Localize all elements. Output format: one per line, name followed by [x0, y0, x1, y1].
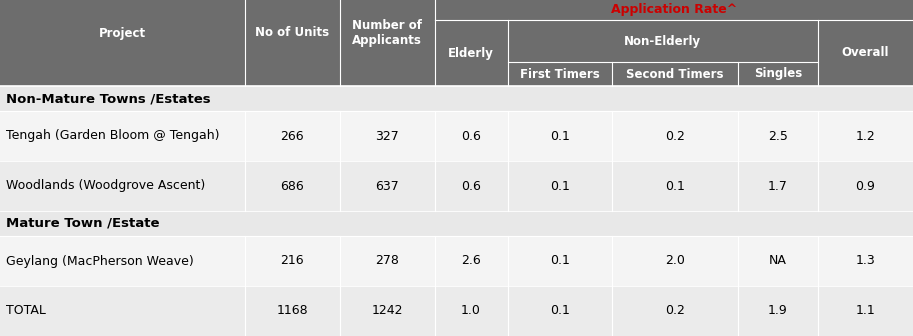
Bar: [0, 161, 913, 211]
Text: First Timers: First Timers: [519, 68, 600, 81]
Text: Overall: Overall: [842, 46, 889, 59]
Text: Project: Project: [99, 27, 146, 40]
Text: TOTAL: TOTAL: [6, 304, 46, 318]
Text: 1.1: 1.1: [855, 304, 876, 318]
Text: 686: 686: [280, 179, 304, 193]
Text: 1.2: 1.2: [855, 129, 876, 142]
Text: 2.6: 2.6: [461, 254, 481, 267]
Text: Non-Elderly: Non-Elderly: [624, 35, 701, 47]
Text: Number of
Applicants: Number of Applicants: [352, 19, 422, 47]
Bar: [0, 86, 913, 111]
Text: 0.1: 0.1: [550, 179, 570, 193]
Text: 0.6: 0.6: [461, 179, 481, 193]
Text: 0.1: 0.1: [550, 254, 570, 267]
Text: 0.1: 0.1: [550, 129, 570, 142]
Bar: [0, 286, 913, 336]
Text: 216: 216: [280, 254, 304, 267]
Bar: [0, 236, 913, 286]
Text: Second Timers: Second Timers: [626, 68, 723, 81]
Text: NA: NA: [769, 254, 787, 267]
Text: Non-Mature Towns /Estates: Non-Mature Towns /Estates: [6, 92, 211, 105]
Text: 266: 266: [280, 129, 304, 142]
Bar: [0, 211, 913, 236]
Text: 2.0: 2.0: [665, 254, 685, 267]
Text: 1.9: 1.9: [768, 304, 788, 318]
Text: 327: 327: [375, 129, 399, 142]
Bar: [0, 111, 913, 161]
Text: 1168: 1168: [277, 304, 308, 318]
Text: 278: 278: [375, 254, 399, 267]
Text: 1.0: 1.0: [461, 304, 481, 318]
Text: No of Units: No of Units: [255, 27, 330, 40]
Text: 0.1: 0.1: [665, 179, 685, 193]
Text: 0.9: 0.9: [855, 179, 876, 193]
Text: 0.1: 0.1: [550, 304, 570, 318]
Text: Woodlands (Woodgrove Ascent): Woodlands (Woodgrove Ascent): [6, 179, 205, 193]
Text: Tengah (Garden Bloom @ Tengah): Tengah (Garden Bloom @ Tengah): [6, 129, 219, 142]
Text: Geylang (MacPherson Weave): Geylang (MacPherson Weave): [6, 254, 194, 267]
Text: 2.5: 2.5: [768, 129, 788, 142]
Text: 1.3: 1.3: [855, 254, 876, 267]
Text: 0.2: 0.2: [665, 129, 685, 142]
Text: Application Rate^: Application Rate^: [611, 3, 737, 16]
Text: 1.7: 1.7: [768, 179, 788, 193]
Text: 0.2: 0.2: [665, 304, 685, 318]
Text: Mature Town /Estate: Mature Town /Estate: [6, 217, 160, 230]
Text: Singles: Singles: [754, 68, 802, 81]
Text: 637: 637: [375, 179, 399, 193]
Text: 0.6: 0.6: [461, 129, 481, 142]
Text: 1242: 1242: [372, 304, 403, 318]
Text: Elderly: Elderly: [448, 46, 494, 59]
Bar: [0, 0, 913, 86]
